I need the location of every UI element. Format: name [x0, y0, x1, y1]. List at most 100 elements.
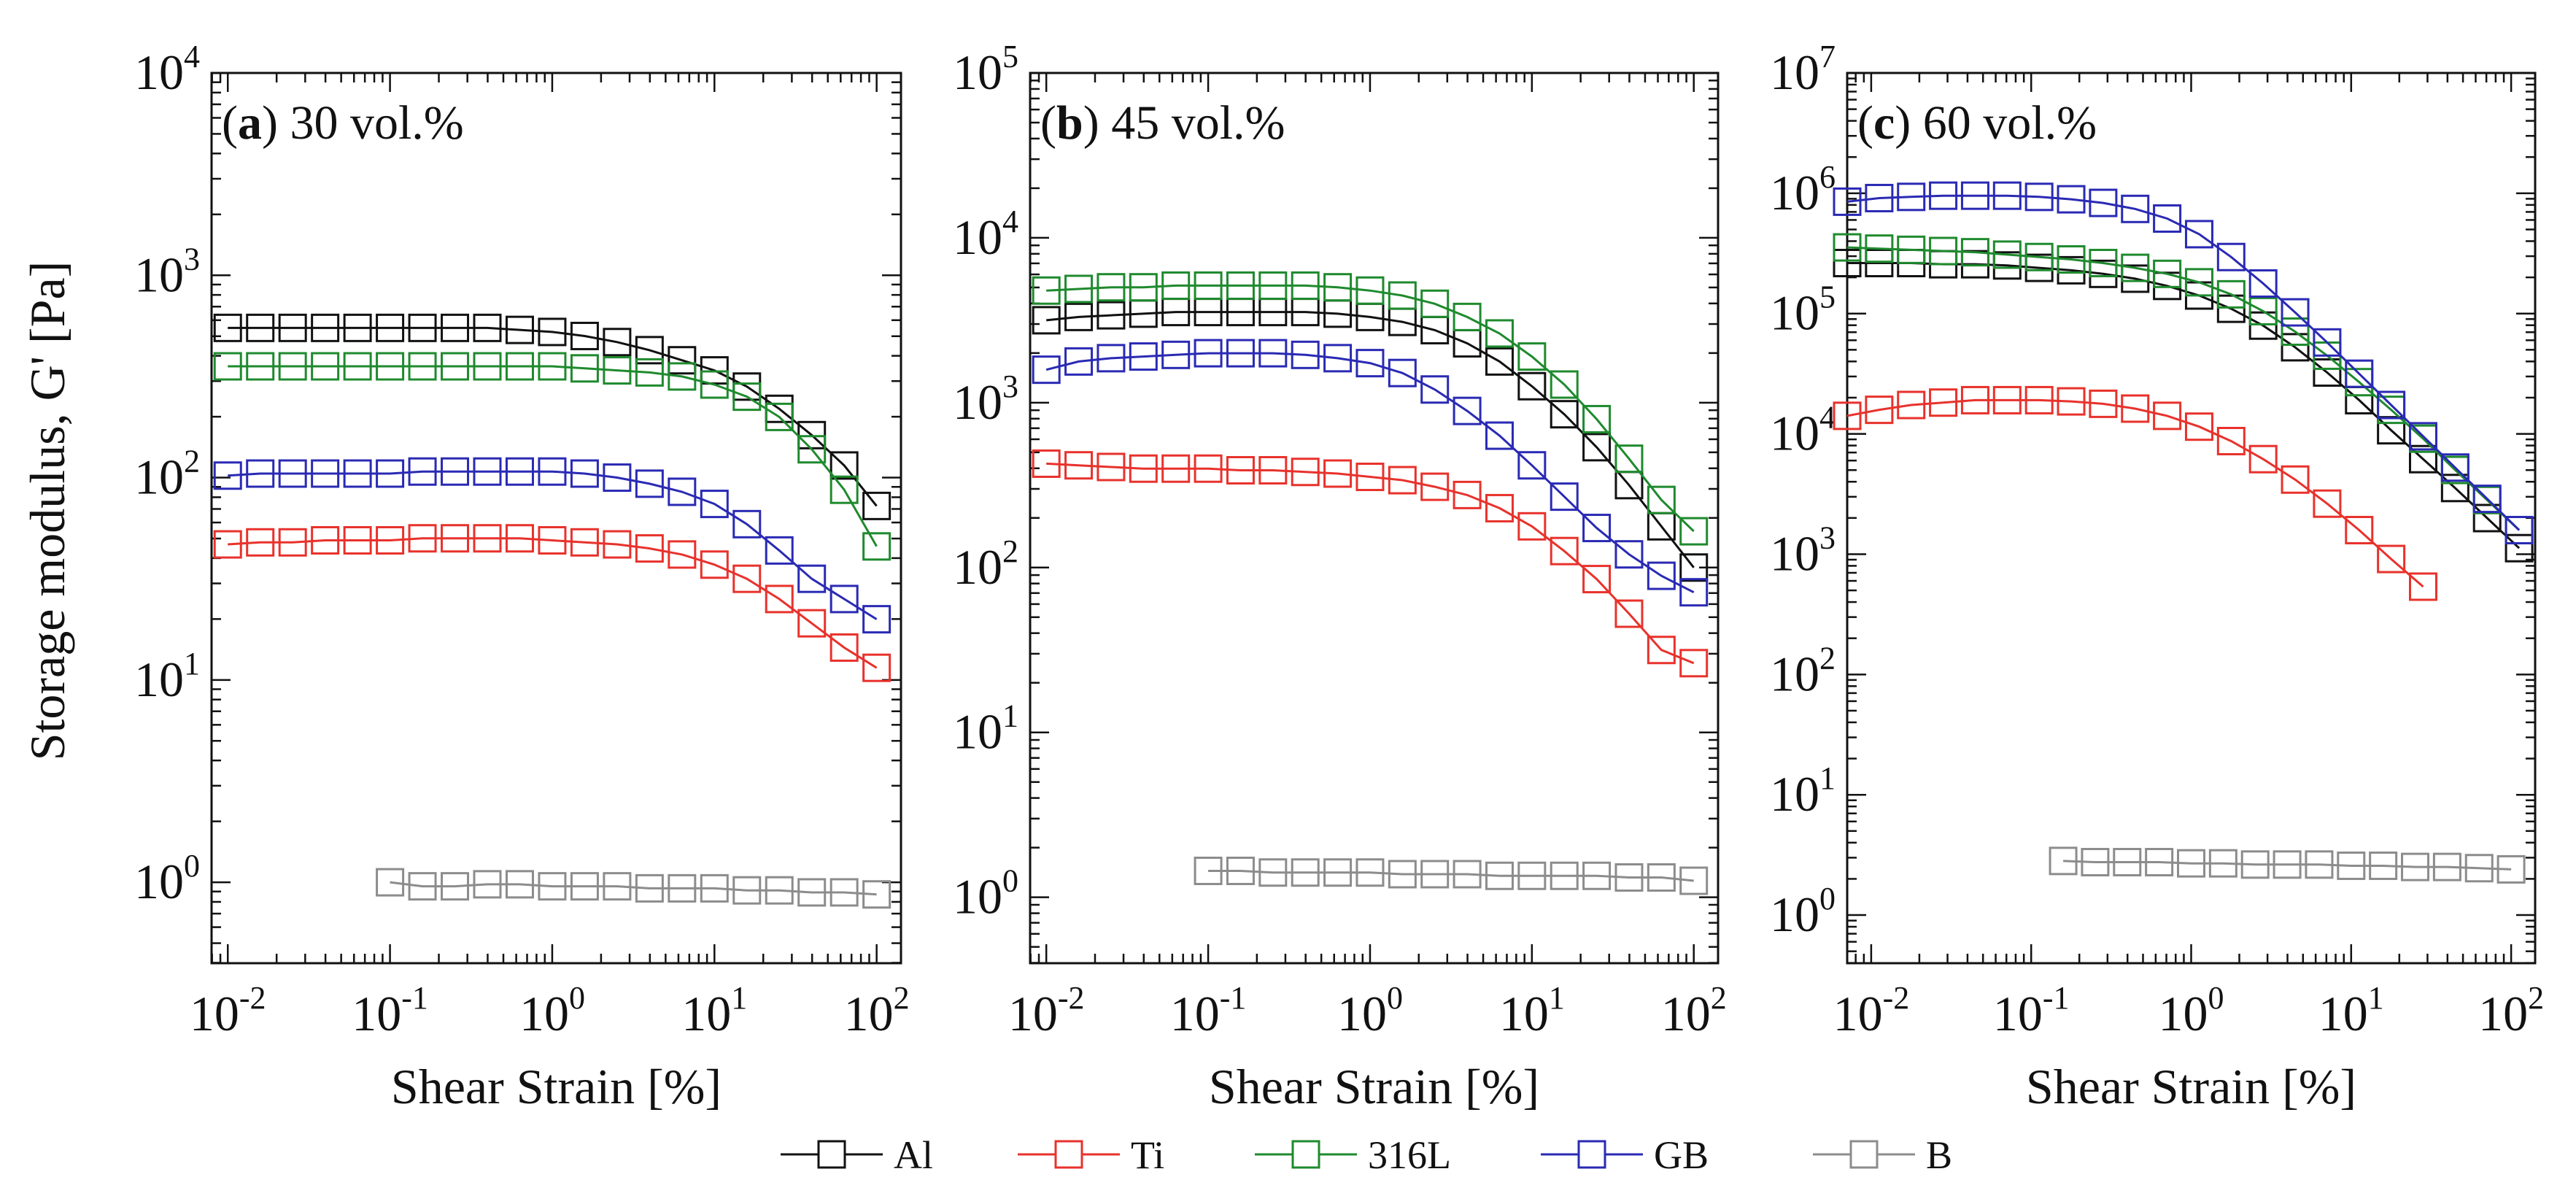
- data-point: [1679, 553, 1709, 582]
- x-ticks: [1029, 73, 1695, 963]
- data-point: [797, 878, 827, 907]
- data-point: [2408, 572, 2437, 601]
- data-point: [538, 352, 567, 381]
- data-point: [1226, 856, 1255, 885]
- data-point: [473, 457, 502, 486]
- data-point: [311, 313, 340, 342]
- data-point: [1388, 860, 1417, 889]
- panel-b: 100 101 102 103 104 105 10-2 10-1 100 101 102 Shear…: [953, 39, 1727, 1114]
- y-tick-label: 102: [134, 444, 200, 505]
- x-tick-label: 100: [519, 980, 585, 1041]
- data-point: [1833, 187, 1862, 216]
- data-point: [2377, 544, 2406, 574]
- data-point: [2313, 489, 2342, 518]
- data-point: [1550, 370, 1579, 399]
- data-point: [1032, 276, 1061, 305]
- data-point: [603, 356, 632, 385]
- data-point: [213, 530, 242, 559]
- data-point: [343, 459, 372, 488]
- data-point: [1865, 248, 1894, 277]
- data-point: [441, 352, 470, 381]
- data-point: [1647, 636, 1676, 665]
- y-ticks: [1847, 72, 2535, 964]
- data-point: [1064, 302, 1094, 331]
- data-point: [1960, 238, 1989, 267]
- data-point: [2337, 851, 2366, 880]
- data-point: [668, 346, 697, 375]
- y-tick-label: 101: [134, 646, 200, 707]
- data-point: [1992, 385, 2022, 414]
- data-point: [1258, 455, 1288, 485]
- data-point: [1960, 181, 1989, 210]
- data-point: [343, 313, 372, 342]
- data-point: [2281, 333, 2310, 362]
- data-point: [1258, 858, 1288, 887]
- data-point: [668, 540, 697, 569]
- data-point: [1550, 400, 1579, 429]
- data-point: [505, 870, 534, 899]
- data-point: [538, 872, 567, 901]
- data-point: [473, 313, 502, 342]
- data-point: [1485, 319, 1514, 348]
- plot-frame: [210, 72, 902, 965]
- data-point: [2145, 848, 2174, 877]
- data-point: [278, 459, 307, 488]
- series-line: [1045, 352, 1695, 594]
- data-point: [1679, 649, 1709, 678]
- y-tick-label: 104: [953, 204, 1018, 265]
- data-point: [829, 878, 859, 907]
- data-point: [1194, 271, 1223, 300]
- y-tick-label: 103: [953, 368, 1018, 430]
- data-point: [408, 457, 437, 486]
- data-point: [213, 461, 242, 490]
- data-point: [1064, 274, 1094, 304]
- data-point: [2121, 394, 2150, 423]
- data-point: [1992, 181, 2022, 210]
- data-point: [570, 321, 599, 350]
- data-point: [2464, 854, 2494, 883]
- data-point: [797, 564, 827, 593]
- data-point: [408, 352, 437, 381]
- data-point: [473, 352, 502, 381]
- series-316l: [1032, 271, 1709, 546]
- data-point: [1161, 454, 1191, 483]
- data-point: [570, 459, 599, 488]
- data-point: [1929, 236, 1958, 266]
- data-point: [1323, 344, 1353, 373]
- panel-title: (a) 30 vol.%: [222, 96, 464, 150]
- data-point: [829, 633, 859, 662]
- data-point: [1679, 578, 1709, 607]
- panel-title: (b) 45 vol.%: [1040, 96, 1285, 150]
- data-point: [765, 876, 794, 905]
- panel-c: 100 101 102 103 104 105 106 107 10-2 10-1 100 101 10…: [1770, 39, 2544, 1114]
- data-point: [2216, 426, 2246, 455]
- data-point: [1550, 536, 1579, 566]
- data-point: [1096, 344, 1126, 373]
- data-point: [2024, 182, 2054, 212]
- data-point: [829, 584, 859, 614]
- data-point: [1323, 459, 1353, 488]
- data-point: [1865, 234, 1894, 263]
- data-point: [700, 550, 729, 579]
- data-point: [1582, 565, 1612, 594]
- series-gb: [213, 457, 891, 634]
- data-point: [2113, 848, 2142, 877]
- data-point: [1323, 858, 1353, 887]
- data-point: [2057, 387, 2086, 416]
- data-point: [311, 459, 340, 488]
- data-point: [635, 873, 664, 903]
- data-point: [1355, 276, 1385, 305]
- data-point: [2208, 849, 2237, 878]
- data-point: [570, 528, 599, 557]
- data-point: [2281, 465, 2310, 494]
- y-tick-label: 103: [134, 241, 200, 302]
- data-point: [603, 530, 632, 559]
- data-point: [862, 605, 891, 634]
- data-point: [2057, 185, 2086, 214]
- data-point: [2432, 852, 2461, 881]
- legend-marker: [1054, 1140, 1083, 1169]
- series-line: [390, 881, 877, 896]
- legend-label: B: [1926, 1133, 1952, 1177]
- data-point: [1129, 273, 1158, 302]
- y-tick-label: 101: [953, 698, 1018, 760]
